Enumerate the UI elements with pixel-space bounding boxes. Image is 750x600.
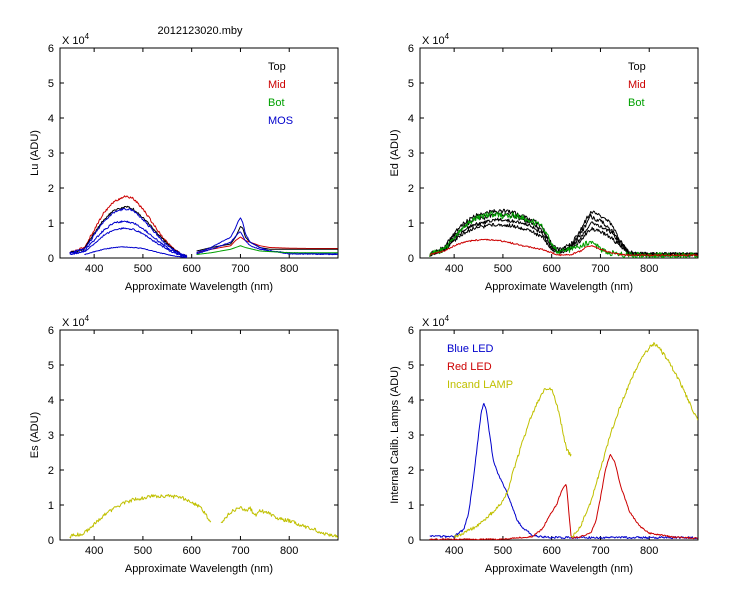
series-group: [429, 208, 698, 258]
y-tick-label: 6: [408, 325, 414, 337]
y-exponent-label: X 104: [422, 32, 450, 47]
y-tick-label: 0: [48, 535, 54, 547]
legend-red-led: Red LED: [447, 361, 492, 373]
series-mid: [69, 195, 188, 258]
x-tick-label: 700: [231, 545, 249, 557]
y-tick-label: 2: [408, 465, 414, 477]
y-tick-label: 3: [408, 148, 414, 160]
legend-mid: Mid: [628, 79, 646, 91]
y-tick-label: 2: [48, 183, 54, 195]
y-exponent-label: X 104: [62, 32, 90, 47]
y-axis-label: Ed (ADU): [389, 129, 401, 176]
y-tick-label: 3: [408, 430, 414, 442]
y-axis-label: Lu (ADU): [29, 130, 41, 176]
x-axis-label: Approximate Wavelength (nm): [125, 281, 273, 293]
series-mid: [429, 238, 698, 257]
chart-lamps: 400 500 600 700 800 0 1 2 3 4 5 6 X 104 Approximate W…: [389, 314, 699, 575]
chart-es: 400 500 600 700 800 0 1 2 3 4 5 6 X 104 Approximate W…: [29, 314, 339, 575]
series-mos: [69, 207, 188, 258]
y-tick-label: 4: [48, 113, 54, 125]
x-tick-label: 600: [543, 263, 561, 275]
y-exponent-label: X 104: [62, 314, 90, 329]
x-tick-label: 800: [280, 263, 298, 275]
x-tick-label: 500: [134, 545, 152, 557]
y-tick-label: 1: [408, 500, 414, 512]
series-es: [220, 506, 338, 539]
series-bot: [196, 245, 338, 255]
y-tick-label: 4: [408, 113, 414, 125]
series-red-led: [429, 454, 698, 540]
series-incand-lamp: [453, 387, 572, 538]
y-exponent-label: X 104: [422, 314, 450, 329]
y-axis-label: Es (ADU): [29, 412, 41, 458]
y-tick-label: 0: [408, 253, 414, 265]
legend-blue-led: Blue LED: [447, 343, 494, 355]
series-mid: [196, 236, 338, 254]
figure-title: 2012123020.mby: [157, 25, 243, 37]
x-tick-label: 700: [591, 263, 609, 275]
legend-bot: Bot: [628, 97, 645, 109]
x-axis-label: Approximate Wavelength (nm): [125, 563, 273, 575]
legend-mos: MOS: [268, 115, 293, 127]
series-group: [429, 342, 698, 540]
x-tick-label: 700: [591, 545, 609, 557]
y-tick-label: 5: [48, 78, 54, 90]
chart-ed: 400 500 600 700 800 0 1 2 3 4 5 6 X 104 Approximate W…: [389, 32, 699, 293]
legend-mid: Mid: [268, 79, 286, 91]
y-tick-label: 1: [48, 500, 54, 512]
y-tick-label: 2: [48, 465, 54, 477]
y-tick-label: 3: [48, 430, 54, 442]
legend-top: Top: [268, 61, 286, 73]
x-tick-label: 400: [445, 263, 463, 275]
y-axis-label: Internal Calib. Lamps (ADU): [389, 366, 401, 504]
x-axis-label: Approximate Wavelength (nm): [485, 281, 633, 293]
y-tick-label: 0: [48, 253, 54, 265]
series-blue-led: [429, 402, 698, 540]
x-tick-label: 600: [183, 263, 201, 275]
x-tick-label: 400: [85, 263, 103, 275]
series-mos: [69, 220, 188, 258]
series-group: [69, 195, 338, 258]
series-group: [69, 494, 338, 539]
legend-incand-lamp: Incand LAMP: [447, 379, 513, 391]
y-tick-label: 3: [48, 148, 54, 160]
y-tick-label: 5: [48, 360, 54, 372]
y-tick-label: 4: [408, 395, 414, 407]
y-tick-label: 0: [408, 535, 414, 547]
x-tick-label: 600: [183, 545, 201, 557]
y-tick-label: 2: [408, 183, 414, 195]
y-tick-label: 6: [408, 43, 414, 55]
series-es: [69, 494, 212, 539]
y-tick-label: 4: [48, 395, 54, 407]
x-tick-label: 400: [85, 545, 103, 557]
x-tick-label: 400: [445, 545, 463, 557]
x-tick-label: 800: [640, 263, 658, 275]
y-tick-label: 6: [48, 43, 54, 55]
chart-lu: 400 500 600 700 800 0 1 2 3 4 5 6 X 104 Approximate W…: [29, 32, 339, 293]
series-mos: [196, 231, 338, 256]
series-incand-lamp: [570, 342, 698, 538]
y-tick-label: 6: [48, 325, 54, 337]
x-tick-label: 800: [280, 545, 298, 557]
y-tick-label: 1: [48, 218, 54, 230]
y-tick-label: 5: [408, 360, 414, 372]
series-mos: [84, 246, 187, 258]
legend-top: Top: [628, 61, 646, 73]
plot-frame: [59, 329, 339, 541]
y-tick-label: 5: [408, 78, 414, 90]
series-top: [69, 205, 188, 258]
plot-frame: [59, 47, 339, 259]
x-tick-label: 500: [494, 263, 512, 275]
x-tick-label: 600: [543, 545, 561, 557]
x-tick-label: 800: [640, 545, 658, 557]
series-top: [429, 222, 698, 257]
x-axis-label: Approximate Wavelength (nm): [485, 563, 633, 575]
y-tick-label: 1: [408, 218, 414, 230]
x-tick-label: 500: [494, 545, 512, 557]
series-mos: [69, 227, 187, 258]
legend-bot: Bot: [268, 97, 285, 109]
x-tick-label: 700: [231, 263, 249, 275]
x-tick-label: 500: [134, 263, 152, 275]
